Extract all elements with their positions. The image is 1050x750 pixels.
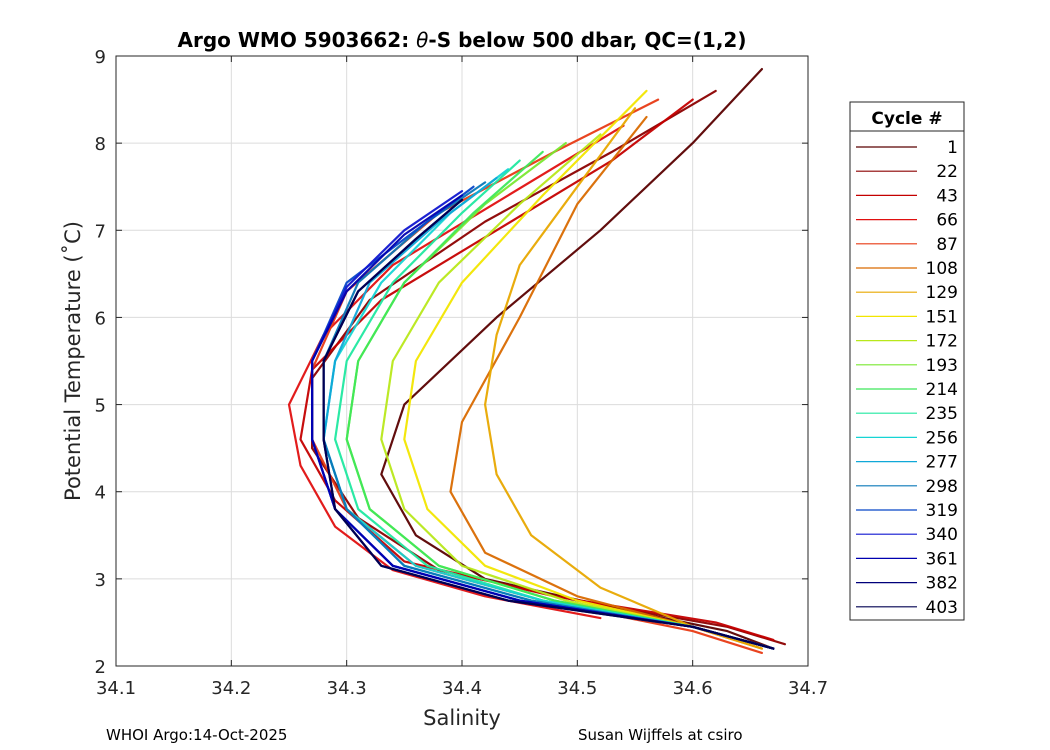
y-tick-label: 7: [95, 221, 106, 242]
legend-title: Cycle #: [871, 109, 942, 129]
y-tick-label: 6: [95, 308, 106, 329]
footer-source: WHOI Argo:14-Oct-2025: [106, 726, 288, 744]
y-tick-label: 9: [95, 47, 106, 68]
x-tick-label: 34.5: [557, 678, 597, 699]
x-tick-label: 34.2: [211, 678, 251, 699]
y-axis-label: Potential Temperature (˚C): [61, 221, 85, 501]
x-tick-label: 34.3: [327, 678, 367, 699]
y-tick-label: 8: [95, 134, 106, 155]
footer-credit: Susan Wijffels at csiro: [578, 726, 743, 744]
legend-label: 319: [926, 501, 958, 521]
legend: Cycle # 1 22 43 66 87 108 129 151 172 193 214 235 25…: [849, 101, 965, 621]
profile-line-cycle-66: [287, 124, 625, 620]
x-tick-label: 34.4: [442, 678, 482, 699]
legend-label: 256: [926, 428, 958, 448]
legend-label: 108: [926, 259, 958, 279]
profile-line-cycle-403: [322, 198, 775, 650]
x-tick-label: 34.6: [673, 678, 713, 699]
legend-label: 193: [926, 356, 958, 376]
y-tick-label: 5: [95, 396, 106, 417]
legend-label: 1: [947, 138, 958, 158]
legend-label: 277: [926, 453, 958, 473]
x-axis-ticks: 34.1 34.2 34.3 34.4 34.5 34.6 34.7: [96, 56, 828, 699]
y-tick-label: 3: [95, 570, 106, 591]
legend-label: 43: [936, 186, 958, 206]
x-tick-label: 34.1: [96, 678, 136, 699]
profile-lines: [287, 67, 787, 655]
y-tick-label: 2: [95, 657, 106, 678]
legend-label: 87: [936, 235, 958, 255]
x-axis-label: Salinity: [423, 706, 501, 730]
legend-label: 22: [936, 162, 958, 182]
legend-label: 235: [926, 404, 958, 424]
legend-label: 214: [926, 380, 958, 400]
legend-label: 298: [926, 477, 958, 497]
chart-title-symbol: θ: [416, 28, 428, 52]
chart-title-suffix: -S below 500 dbar, QC=(1,2): [428, 28, 746, 52]
chart-title: Argo WMO 5903662: θ-S below 500 dbar, QC…: [178, 28, 747, 52]
x-tick-label: 34.7: [788, 678, 828, 699]
y-axis-ticks: 2 3 4 5 6 7 8 9: [95, 47, 808, 678]
chart-title-prefix: Argo WMO 5903662:: [178, 28, 417, 52]
legend-label: 151: [926, 307, 958, 327]
legend-label: 66: [936, 211, 958, 231]
legend-label: 129: [926, 283, 958, 303]
legend-label: 403: [926, 598, 958, 618]
profile-line-cycle-129: [484, 107, 764, 650]
legend-label: 172: [926, 332, 958, 352]
legend-label: 340: [926, 525, 958, 545]
legend-label: 361: [926, 549, 958, 569]
profile-line-cycle-108: [449, 115, 764, 650]
legend-label: 382: [926, 574, 958, 594]
profile-line-cycle-151: [403, 89, 775, 650]
y-tick-label: 4: [95, 483, 106, 504]
